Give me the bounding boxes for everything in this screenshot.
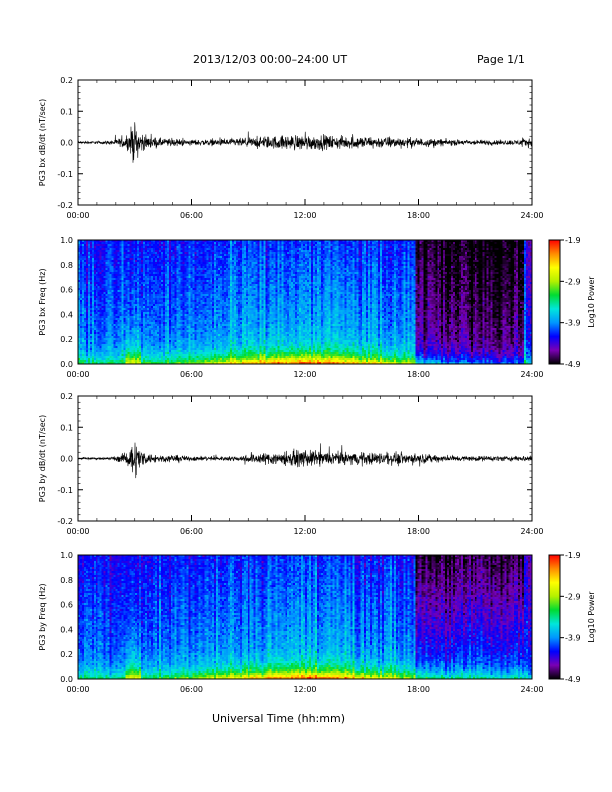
- x-tick-label: 00:00: [66, 527, 89, 536]
- colorbar-tick-label: -4.9: [565, 360, 581, 369]
- x-axis-title: Universal Time (hh:mm): [212, 712, 345, 725]
- y-tick-label: 0.4: [60, 625, 73, 634]
- x-tick-label: 18:00: [407, 370, 430, 379]
- y-axis-label: PG3 bx Freq (Hz): [38, 268, 47, 335]
- panel-3: 0.2 0.1 0.0 -0.1 -0.200:00 06:00 12:00 18:00 24:…: [38, 392, 544, 536]
- y-tick-label: 0.0: [60, 675, 73, 684]
- x-tick-label: 24:00: [520, 685, 543, 694]
- x-tick-label: 12:00: [293, 527, 316, 536]
- x-tick-label: 24:00: [520, 527, 543, 536]
- x-tick-label: 06:00: [180, 211, 203, 220]
- panel-2: 1.0 0.8 0.6 0.4 0.2 0.000:00 06:00 12:00 18:00 24…: [38, 236, 544, 379]
- y-tick-label: 0.0: [60, 360, 73, 369]
- x-tick-label: 00:00: [66, 685, 89, 694]
- x-tick-label: 00:00: [66, 370, 89, 379]
- spectrogram-image: [78, 555, 532, 679]
- series-trace: [78, 122, 532, 163]
- plot-title: 2013/12/03 00:00–24:00 UT: [193, 53, 348, 66]
- y-tick-label: 0.0: [60, 139, 73, 148]
- y-tick-label: 0.2: [60, 392, 73, 401]
- plot-frame: [77, 239, 533, 365]
- y-tick-label: 0.1: [60, 423, 73, 432]
- colorbar-tick-label: -1.9: [565, 551, 581, 560]
- page-indicator: Page 1/1: [477, 53, 525, 66]
- colorbar-tick-label: -2.9: [565, 277, 581, 286]
- y-tick-label: -0.2: [57, 517, 73, 526]
- y-tick-label: -0.1: [57, 170, 73, 179]
- x-tick-label: 18:00: [407, 211, 430, 220]
- spectrogram-image: [78, 240, 532, 364]
- y-tick-label: 0.2: [60, 335, 73, 344]
- x-tick-label: 12:00: [293, 685, 316, 694]
- colorbar-label: Log10 Power: [587, 591, 596, 643]
- colorbar-tick-label: -3.9: [565, 634, 581, 643]
- x-tick-label: 06:00: [180, 370, 203, 379]
- panel-4: 1.0 0.8 0.6 0.4 0.2 0.000:00 06:00 12:00 18:00 24…: [38, 551, 544, 694]
- y-tick-label: 0.8: [60, 261, 73, 270]
- y-tick-label: 0.2: [60, 650, 73, 659]
- x-tick-label: 18:00: [407, 685, 430, 694]
- plot-frame: [77, 395, 533, 522]
- colorbar-scale: [548, 239, 561, 365]
- panel-1: 0.2 0.1 0.0 -0.1 -0.200:00 06:00 12:00 18:00 24:…: [38, 76, 544, 220]
- y-tick-label: 0.1: [60, 107, 73, 116]
- colorbar-scale: [548, 554, 561, 680]
- x-tick-label: 00:00: [66, 211, 89, 220]
- y-tick-label: 1.0: [60, 551, 73, 560]
- y-tick-label: 0.8: [60, 576, 73, 585]
- x-tick-label: 06:00: [180, 685, 203, 694]
- series-trace: [78, 442, 532, 479]
- colorbar-tick-label: -1.9: [565, 236, 581, 245]
- y-axis-label: PG3 by Freq (Hz): [38, 583, 47, 650]
- plot-frame: [77, 79, 533, 206]
- x-tick-label: 12:00: [293, 211, 316, 220]
- colorbar-tick-label: -2.9: [565, 592, 581, 601]
- y-tick-label: -0.2: [57, 201, 73, 210]
- colorbar-tick-label: -4.9: [565, 675, 581, 684]
- y-tick-label: 0.4: [60, 310, 73, 319]
- colorbar-2: -1.9 -2.9 -3.9 -4.9 Log10 Power: [548, 236, 596, 369]
- x-tick-label: 24:00: [520, 370, 543, 379]
- y-tick-label: -0.1: [57, 486, 73, 495]
- y-tick-label: 0.6: [60, 286, 73, 295]
- colorbar-4: -1.9 -2.9 -3.9 -4.9 Log10 Power: [548, 551, 596, 684]
- y-tick-label: 0.6: [60, 601, 73, 610]
- y-axis-label: PG3 by dB/dt (nT/sec): [38, 415, 47, 502]
- colorbar-tick-label: -3.9: [565, 319, 581, 328]
- x-tick-label: 06:00: [180, 527, 203, 536]
- y-tick-label: 1.0: [60, 236, 73, 245]
- x-tick-label: 24:00: [520, 211, 543, 220]
- colorbar-label: Log10 Power: [587, 276, 596, 328]
- x-tick-label: 12:00: [293, 370, 316, 379]
- plot-frame: [77, 554, 533, 680]
- x-tick-label: 18:00: [407, 527, 430, 536]
- y-tick-label: 0.2: [60, 76, 73, 85]
- y-tick-label: 0.0: [60, 455, 73, 464]
- y-axis-label: PG3 bx dB/dt (nT/sec): [38, 99, 47, 186]
